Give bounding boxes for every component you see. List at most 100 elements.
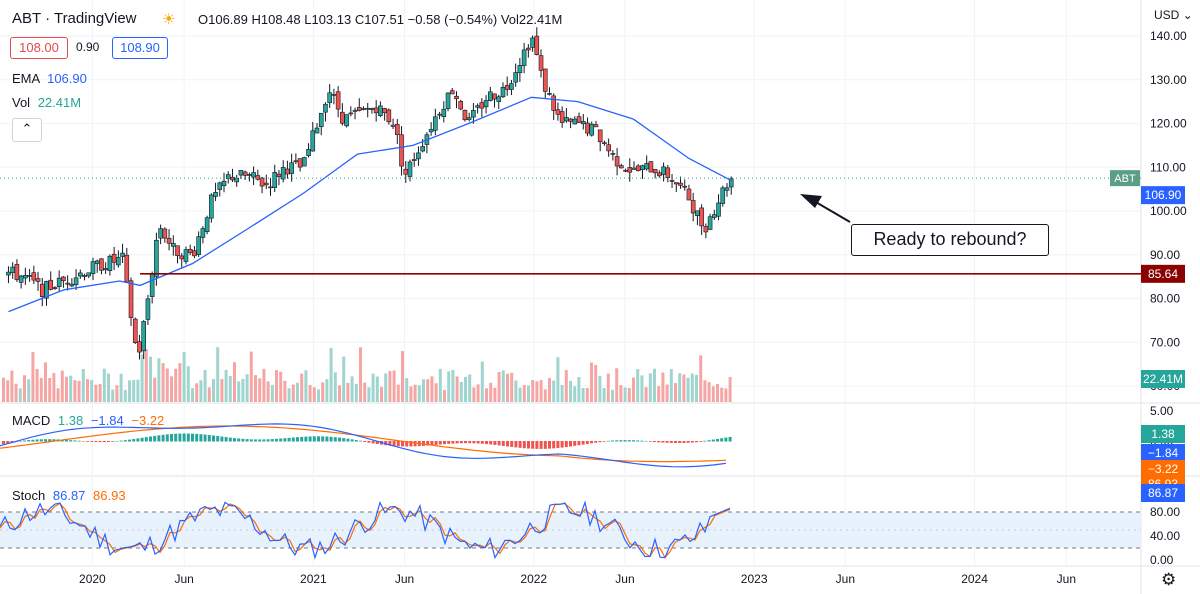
candle-body — [94, 260, 100, 264]
volume-bar — [191, 388, 194, 402]
candle-body — [411, 159, 417, 161]
macd-histogram-bar — [10, 441, 14, 443]
volume-bar — [102, 368, 106, 402]
candle-body — [686, 188, 692, 201]
macd-histogram-bar — [132, 439, 136, 442]
macd-histogram-bar — [149, 436, 152, 442]
annotation-callout[interactable]: Ready to rebound? — [851, 224, 1049, 256]
macd-histogram-bar — [98, 441, 102, 443]
volume-bar — [111, 389, 115, 402]
macd-histogram-bar — [426, 441, 430, 446]
macd-histogram-bar — [577, 441, 581, 446]
macd-histogram-bar — [304, 436, 308, 442]
stoch-legend[interactable]: Stoch 86.87 86.93 — [12, 488, 126, 503]
macd-histogram-bar — [342, 438, 346, 442]
candle-body — [602, 142, 607, 144]
volume-bar — [405, 378, 409, 402]
volume-bar — [174, 368, 178, 402]
volume-bar — [228, 376, 232, 402]
candle-body — [209, 194, 214, 219]
volume-bar — [123, 389, 127, 402]
macd-legend[interactable]: MACD 1.38 −1.84 −3.22 — [12, 413, 164, 428]
candle-body — [454, 95, 459, 100]
volume-bar — [728, 377, 732, 402]
macd-histogram-bar — [497, 441, 501, 446]
macd-histogram-bar — [539, 441, 543, 449]
macd-histogram-bar — [514, 441, 518, 448]
chart-title[interactable]: ABT · TradingView — [12, 10, 137, 27]
macd-histogram-bar — [527, 441, 530, 449]
volume-bar — [23, 375, 26, 402]
candle-body — [593, 124, 599, 128]
candle-body — [238, 170, 244, 176]
candle-body — [340, 111, 345, 124]
candle-body — [348, 112, 354, 115]
volume-bar — [312, 387, 316, 402]
volume-bar — [657, 386, 661, 402]
macd-histogram-bar — [111, 441, 115, 442]
volume-bar — [199, 380, 203, 402]
volume-bar — [245, 374, 249, 402]
buy-button[interactable]: 108.90 — [112, 37, 168, 59]
macd-histogram-bar — [623, 440, 627, 442]
currency-selector[interactable]: USD ⌄ — [1154, 8, 1193, 22]
volume-bar — [711, 386, 715, 402]
volume-bar — [720, 387, 724, 402]
macd-histogram-bar — [6, 441, 10, 444]
volume-bar — [678, 373, 682, 402]
sell-button[interactable]: 108.00 — [10, 37, 68, 59]
volume-bar — [451, 369, 455, 402]
macd-histogram-bar — [178, 433, 182, 442]
candle-body — [23, 275, 28, 279]
candle-body — [597, 129, 603, 143]
volume-bar — [321, 382, 325, 402]
volume-bar — [514, 380, 518, 402]
volume-bar — [317, 389, 320, 402]
macd-histogram-bar — [115, 440, 119, 442]
candle-body — [90, 261, 96, 275]
candle-body — [475, 105, 480, 108]
volume-bar — [501, 370, 505, 402]
ema-legend[interactable]: EMA 106.90 — [12, 71, 87, 86]
macd-histogram-bar — [493, 441, 497, 445]
candle-body — [154, 239, 159, 278]
macd-histogram-bar — [686, 441, 690, 443]
candle-body — [247, 174, 252, 176]
macd-histogram-bar — [262, 439, 266, 442]
volume-bar — [510, 372, 514, 402]
volume-bar — [31, 351, 35, 402]
macd-histogram-bar — [430, 441, 434, 446]
settings-gear-icon[interactable]: ⚙ — [1161, 570, 1177, 589]
volume-bar — [724, 388, 728, 402]
volume-bar — [585, 388, 589, 402]
volume-bar — [602, 387, 606, 402]
volume-bar — [224, 369, 228, 402]
volume-bar — [266, 381, 270, 402]
macd-histogram-bar — [317, 436, 320, 442]
candle-body — [196, 236, 201, 255]
volume-bar — [216, 347, 220, 402]
volume-legend[interactable]: Vol 22.41M — [12, 95, 81, 110]
collapse-legend-button[interactable]: ⌃ — [12, 118, 42, 142]
macd-histogram-bar — [300, 436, 304, 442]
volume-bar — [611, 389, 614, 402]
macd-histogram-bar — [119, 440, 123, 442]
support-axis-label: 85.64 — [1148, 267, 1178, 281]
candle-body — [483, 100, 489, 108]
volume-bar — [65, 376, 68, 402]
candle-body — [192, 250, 197, 257]
volume-bar — [590, 362, 593, 402]
macd-histogram-bar — [564, 441, 568, 448]
macd-tick-label-0: 5.00 — [1150, 404, 1174, 418]
macd-histogram-bar — [548, 441, 551, 449]
candle-body — [318, 112, 324, 128]
macd-signal-value: −1.84 — [90, 413, 124, 428]
price-tick-label-5: 90.00 — [1150, 248, 1180, 262]
macd-line — [0, 423, 727, 468]
candle-body — [585, 122, 590, 134]
candle-body — [720, 187, 726, 204]
candle-body — [314, 127, 320, 134]
market-status-icon[interactable]: ☀ — [162, 11, 176, 28]
volume-bar — [636, 369, 640, 402]
